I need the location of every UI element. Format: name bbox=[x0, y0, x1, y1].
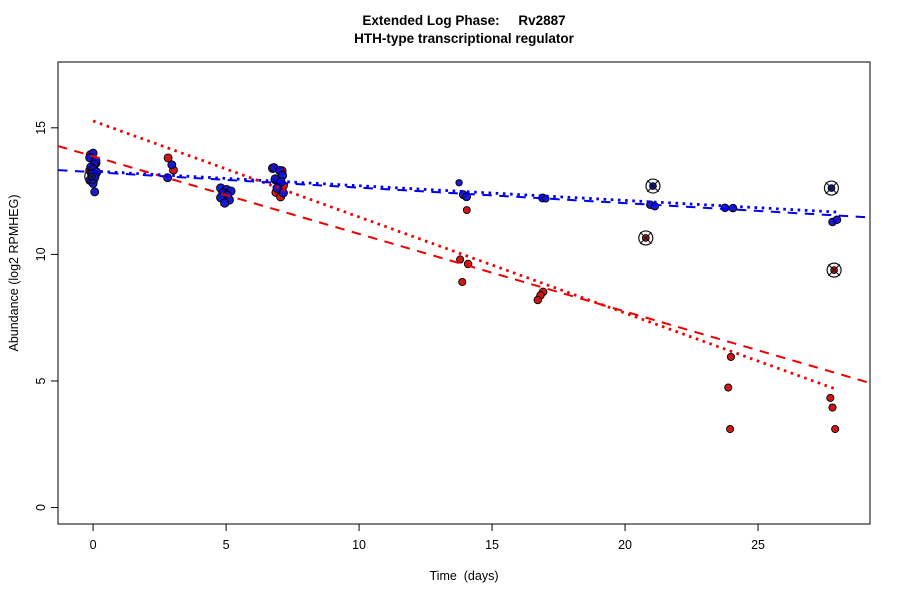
data-point-red bbox=[462, 206, 471, 215]
data-point-red bbox=[163, 153, 173, 163]
y-axis-label: Abundance (log2 RPMHEG) bbox=[7, 194, 21, 352]
flagged-data-point-circle bbox=[638, 230, 654, 246]
red-dashed-fit-line bbox=[57, 145, 871, 384]
x-axis-tick-label: 25 bbox=[751, 538, 765, 552]
data-point-red bbox=[724, 383, 733, 392]
x-axis-tick-label: 20 bbox=[618, 538, 632, 552]
data-point-red bbox=[458, 277, 467, 287]
flagged-data-point-circle bbox=[826, 262, 842, 278]
blue-dotted-fit-line bbox=[93, 169, 838, 214]
data-point-red bbox=[456, 255, 465, 264]
flagged-data-point-circle bbox=[645, 178, 661, 194]
chart-title-line1: Extended Log Phase: Rv2887 bbox=[362, 13, 566, 28]
data-point-blue bbox=[220, 198, 230, 208]
data-point-red bbox=[726, 425, 735, 434]
y-axis-tick-label: 0 bbox=[34, 504, 48, 511]
data-point-blue bbox=[167, 160, 177, 170]
y-axis-tick-label: 15 bbox=[34, 121, 48, 135]
flagged-data-point-x bbox=[825, 182, 838, 195]
flagged-data-point-circle bbox=[84, 168, 100, 185]
x-axis-tick-label: 5 bbox=[223, 538, 230, 552]
flagged-data-point-circle bbox=[823, 180, 840, 196]
data-point-blue bbox=[90, 187, 100, 197]
data-point-red bbox=[726, 352, 735, 361]
red-dotted-fit-line bbox=[92, 119, 839, 392]
data-point-blue bbox=[455, 179, 463, 187]
x-axis-label: Time (days) bbox=[429, 569, 499, 583]
x-axis-tick-label: 15 bbox=[485, 538, 499, 552]
data-point-blue bbox=[832, 215, 842, 224]
data-point-red bbox=[533, 295, 543, 305]
data-point-red bbox=[831, 425, 840, 434]
flagged-data-point-x bbox=[639, 231, 652, 244]
x-axis-tick-label: 0 bbox=[90, 538, 97, 552]
plot-box bbox=[57, 61, 871, 525]
data-point-blue bbox=[650, 202, 660, 211]
x-axis-tick-label: 10 bbox=[352, 538, 366, 552]
data-point-red bbox=[828, 403, 837, 412]
chart-title-line2: HTH-type transcriptional regulator bbox=[354, 31, 574, 46]
data-point-red bbox=[826, 393, 835, 402]
flagged-data-point-x bbox=[828, 264, 841, 277]
flagged-data-point-x bbox=[646, 179, 660, 193]
y-axis-tick-label: 5 bbox=[34, 377, 48, 384]
y-axis-tick-label: 10 bbox=[34, 247, 48, 261]
